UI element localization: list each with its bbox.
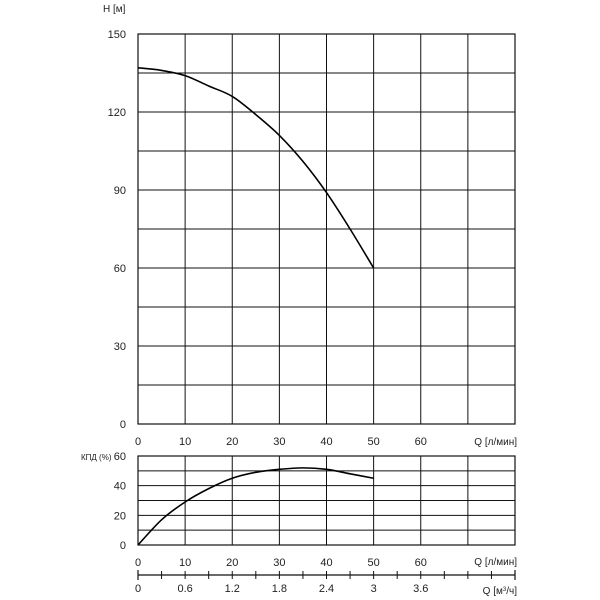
head-chart-y-axis-label: H [м] xyxy=(103,4,126,15)
head-y-tick-label: 60 xyxy=(114,263,126,275)
head-chart-grid xyxy=(138,34,515,424)
secondary-axis-label-main: Q [м xyxy=(483,586,503,597)
efficiency-plot-frame xyxy=(137,455,516,546)
efficiency-x-tick-label: 30 xyxy=(273,557,285,569)
efficiency-x-tick-label: 10 xyxy=(179,557,191,569)
head-y-tick-label: 0 xyxy=(120,419,126,431)
efficiency-y-tick-label: 0 xyxy=(120,540,126,552)
efficiency-x-tick-label: 50 xyxy=(368,557,380,569)
head-curve xyxy=(137,67,375,269)
efficiency-chart-y-axis-label: КПД (%) xyxy=(81,453,112,462)
head-y-tick-label: 30 xyxy=(114,341,126,353)
efficiency-chart-series xyxy=(137,467,374,546)
secondary-axis-tick-label: 1.8 xyxy=(272,583,287,595)
secondary-flow-axis-label: Q [м3/ч] xyxy=(483,586,518,597)
efficiency-curve xyxy=(137,467,374,546)
secondary-flow-axis: 0 0.6 1.2 1.8 2.4 3 3.6 Q [м3/ч] xyxy=(135,570,517,597)
efficiency-chart: 0 10 20 30 40 50 60 0 20 40 60 КПД (%) Q [л/мин] xyxy=(81,451,517,569)
efficiency-chart-grid xyxy=(138,456,515,545)
head-x-tick-label: 50 xyxy=(368,436,380,448)
head-chart-x-axis-label: Q [л/мин] xyxy=(474,437,517,448)
efficiency-x-tick-label: 20 xyxy=(226,557,238,569)
head-chart-tick-labels: 0 10 20 30 40 50 60 0 30 60 90 120 150 xyxy=(108,29,427,448)
head-chart: 0 10 20 30 40 50 60 0 30 60 90 120 150 H [м] Q [л/ми… xyxy=(103,4,517,448)
secondary-axis-label-superscript: 3 xyxy=(503,587,507,593)
head-chart-series xyxy=(137,67,375,269)
head-x-tick-label: 60 xyxy=(415,436,427,448)
efficiency-y-tick-label: 40 xyxy=(114,481,126,493)
efficiency-x-tick-label: 0 xyxy=(135,557,141,569)
head-y-tick-label: 120 xyxy=(108,107,126,119)
secondary-axis-tick-label: 0 xyxy=(135,583,141,595)
head-x-tick-label: 40 xyxy=(320,436,332,448)
head-y-tick-label: 150 xyxy=(108,29,126,41)
secondary-axis-tick-label: 3 xyxy=(371,583,377,595)
head-x-tick-label: 0 xyxy=(135,436,141,448)
secondary-flow-axis-ticks: 0 0.6 1.2 1.8 2.4 3 3.6 xyxy=(135,570,516,595)
secondary-axis-tick-label: 0.6 xyxy=(177,583,192,595)
secondary-axis-label-suffix: /ч] xyxy=(506,586,517,597)
head-plot-frame xyxy=(137,33,516,425)
efficiency-y-tick-label: 20 xyxy=(114,510,126,522)
efficiency-x-tick-label: 40 xyxy=(320,557,332,569)
secondary-axis-tick-label: 2.4 xyxy=(319,583,334,595)
head-x-tick-label: 10 xyxy=(179,436,191,448)
efficiency-chart-frame xyxy=(137,455,516,546)
head-x-tick-label: 30 xyxy=(273,436,285,448)
efficiency-chart-tick-labels: 0 10 20 30 40 50 60 0 20 40 60 xyxy=(114,451,427,569)
head-chart-frame xyxy=(137,33,516,425)
secondary-axis-tick-label: 3.6 xyxy=(413,583,428,595)
secondary-axis-tick-label: 1.2 xyxy=(225,583,240,595)
efficiency-x-tick-label: 60 xyxy=(415,557,427,569)
head-x-tick-label: 20 xyxy=(226,436,238,448)
head-y-tick-label: 90 xyxy=(114,185,126,197)
efficiency-y-tick-label: 60 xyxy=(114,451,126,463)
efficiency-chart-x-axis-label: Q [л/мин] xyxy=(474,557,517,568)
